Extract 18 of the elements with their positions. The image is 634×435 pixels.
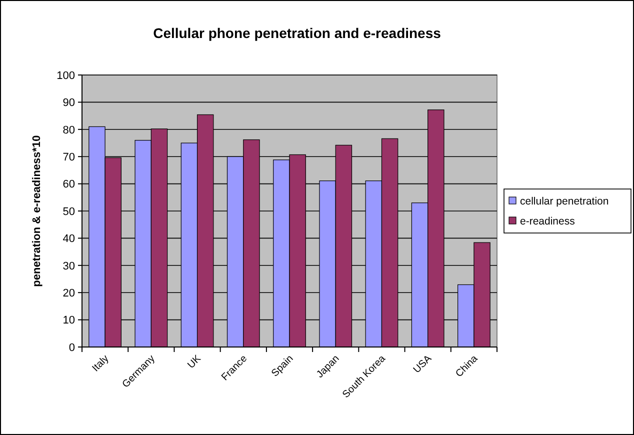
chart-title: Cellular phone penetration and e-readiness bbox=[153, 25, 442, 41]
x-tick-label: UK bbox=[186, 353, 204, 371]
y-tick-label: 80 bbox=[62, 124, 75, 136]
y-tick-label: 40 bbox=[62, 233, 75, 246]
y-axis-title: penetration & e-readiness*10 bbox=[31, 135, 43, 287]
y-tick-label: 30 bbox=[62, 260, 75, 272]
legend-label: e-readiness bbox=[520, 216, 575, 228]
y-tick-label: 10 bbox=[62, 314, 75, 327]
x-tick-label: Italy bbox=[90, 353, 112, 374]
legend-label: cellular penetration bbox=[520, 196, 609, 208]
y-tick-label: 100 bbox=[56, 70, 75, 82]
y-tick-label: 60 bbox=[62, 178, 75, 191]
y-tick-label: 70 bbox=[62, 151, 75, 164]
y-tick-label: 20 bbox=[62, 287, 75, 300]
y-tick-label: 90 bbox=[62, 97, 75, 110]
y-tick-label: 0 bbox=[68, 342, 75, 354]
y-tick-label: 50 bbox=[62, 206, 75, 218]
x-tick-label: USA bbox=[412, 353, 434, 376]
